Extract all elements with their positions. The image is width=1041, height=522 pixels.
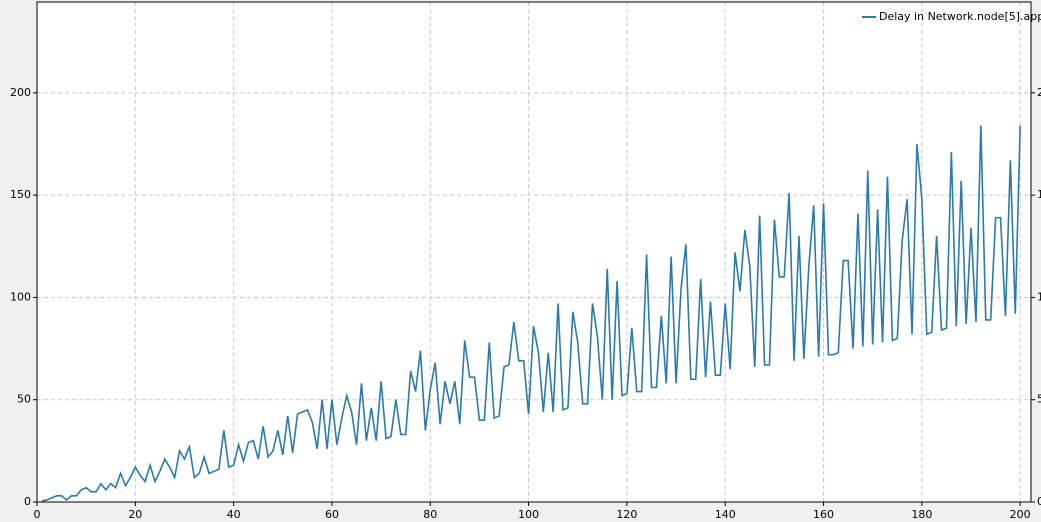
y-tick-label: 100	[10, 290, 31, 303]
x-tick-label: 120	[616, 508, 637, 521]
plot-frame	[36, 1, 1032, 503]
data-line	[41, 125, 1021, 502]
x-tick-label: 0	[34, 508, 41, 521]
y2-tick-label: 200	[1037, 86, 1041, 99]
y2-tick-label: 0	[1037, 495, 1041, 508]
x-tick-label: 200	[1010, 508, 1031, 521]
y2-tick-label: 150	[1037, 188, 1041, 201]
x-tick-label: 180	[911, 508, 932, 521]
x-tick-label: 20	[128, 508, 142, 521]
x-tick-label: 40	[227, 508, 241, 521]
x-tick-label: 100	[518, 508, 539, 521]
y-tick-label: 200	[10, 86, 31, 99]
legend-label: Delay in Network.node[5].app	[879, 10, 1041, 23]
x-tick-label: 80	[423, 508, 437, 521]
y-tick-label: 150	[10, 188, 31, 201]
x-tick-label: 140	[715, 508, 736, 521]
y-tick-label: 50	[17, 393, 31, 406]
plot-area	[37, 2, 1031, 502]
y-tick-label: 0	[24, 495, 31, 508]
x-tick-label: 160	[813, 508, 834, 521]
y2-tick-label: 50	[1037, 393, 1041, 406]
y2-tick-label: 100	[1037, 290, 1041, 303]
x-tick-label: 60	[325, 508, 339, 521]
